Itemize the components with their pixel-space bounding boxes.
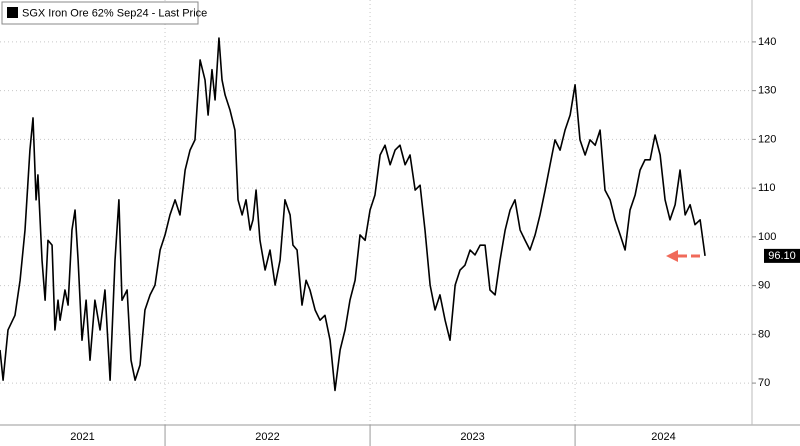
y-tick-label: 120: [758, 133, 776, 145]
last-price-box: [764, 248, 800, 263]
last-price-label: 96.10: [768, 250, 796, 262]
legend-box: [1, 1, 199, 25]
x-period-label: 2023: [460, 431, 484, 443]
x-period-label: 2022: [255, 431, 279, 443]
legend-swatch: [7, 7, 18, 18]
y-tick-label: 140: [758, 36, 776, 48]
price-line: [0, 37, 706, 392]
legend-label: SGX Iron Ore 62% Sep24 - Last Price: [22, 7, 207, 19]
legend: SGX Iron Ore 62% Sep24 - Last Price: [1, 1, 207, 25]
arrow-annotation: [666, 250, 700, 262]
x-period-label: 2024: [651, 431, 675, 443]
y-tick-label: 80: [758, 328, 770, 340]
plot: [0, 37, 706, 392]
y-tick-label: 90: [758, 280, 770, 292]
x-period-label: 2021: [70, 431, 94, 443]
y-tick-label: 100: [758, 231, 776, 243]
y-tick-label: 130: [758, 85, 776, 97]
y-tick-label: 110: [758, 182, 776, 194]
y-tick-label: 70: [758, 377, 770, 389]
arrow-head: [666, 250, 678, 262]
